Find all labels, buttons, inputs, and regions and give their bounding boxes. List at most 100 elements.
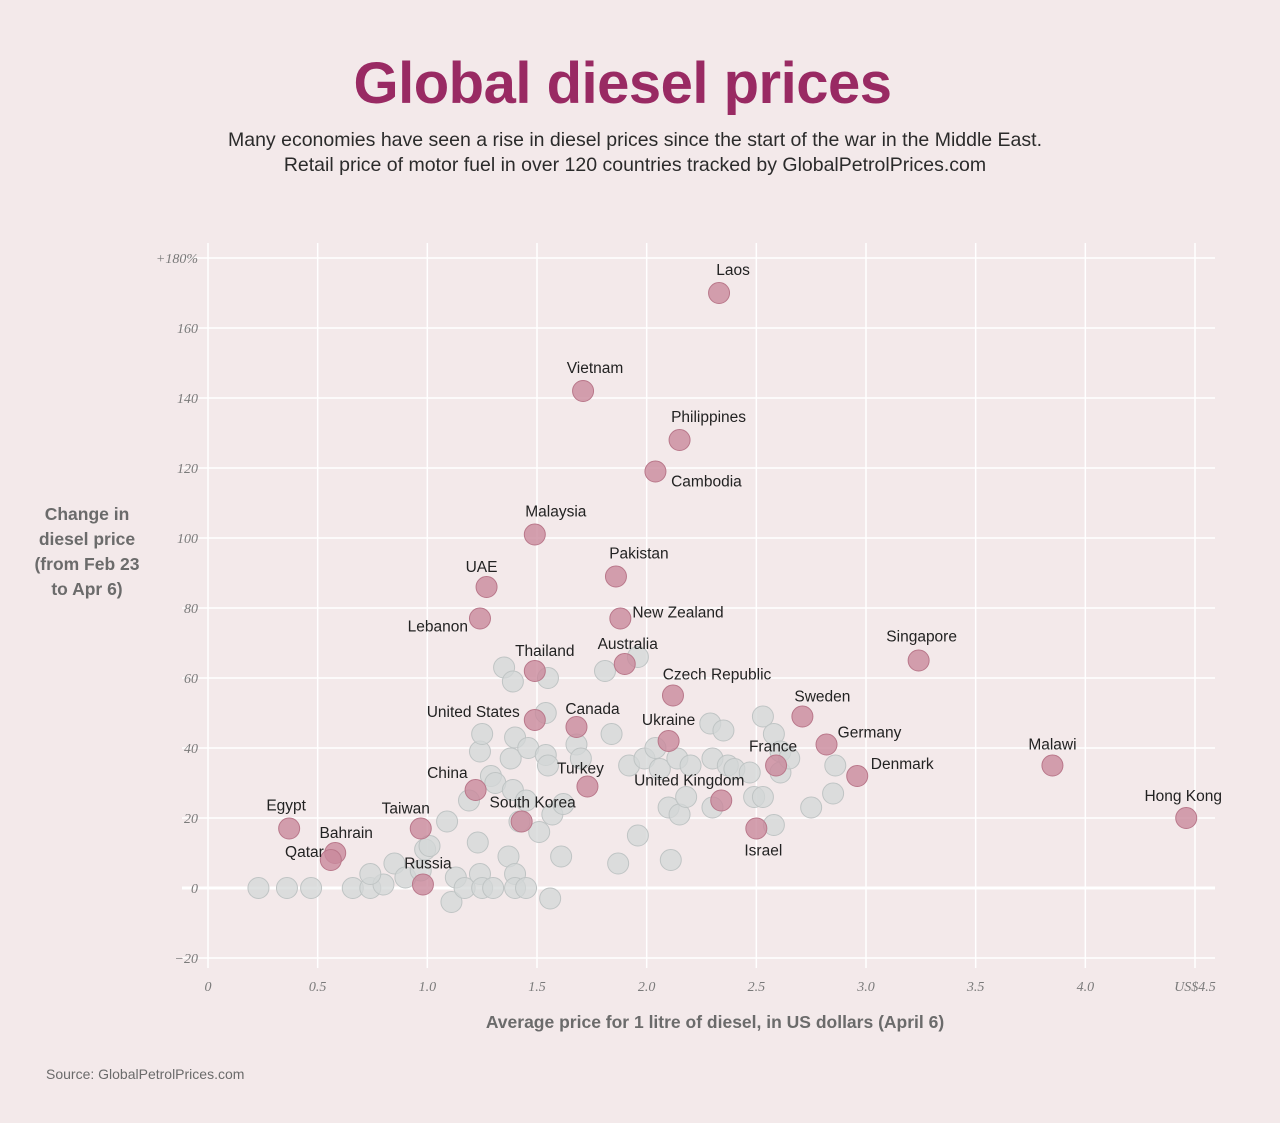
x-tick-label: 4.0 — [1077, 980, 1095, 995]
country-label: Denmark — [871, 756, 934, 773]
highlighted-country-point — [565, 716, 588, 738]
highlighted-country-point — [464, 779, 487, 801]
country-point — [536, 754, 559, 777]
highlighted-country-point — [815, 733, 838, 756]
country-label: Hong Kong — [1144, 788, 1222, 805]
country-point — [824, 754, 847, 777]
highlighted-country-point — [523, 660, 546, 682]
x-tick-label: 0 — [205, 980, 212, 995]
country-point — [550, 845, 573, 868]
country-point — [738, 761, 761, 784]
highlighted-country-point — [278, 817, 301, 840]
y-tick-label: 80 — [184, 602, 198, 617]
x-axis-label: Average price for 1 litre of diesel, in … — [485, 1012, 945, 1032]
country-point — [515, 789, 538, 812]
country-point — [800, 796, 823, 819]
highlighted-country-point — [319, 849, 342, 871]
highlighted-country-point — [523, 523, 546, 546]
x-tick-label: 2.0 — [638, 980, 656, 995]
country-label: United States — [427, 704, 520, 721]
highlighted-country-point — [661, 684, 684, 707]
country-point — [648, 758, 671, 780]
country-point — [600, 723, 623, 745]
highlighted-country-point — [708, 282, 731, 304]
country-label: Bahrain — [319, 825, 372, 842]
highlighted-country-point — [468, 607, 491, 630]
subtitle-line-1: Many economies have seen a rise in diese… — [228, 129, 1042, 151]
country-label: Laos — [716, 262, 750, 279]
y-axis-label-line: Change in — [44, 504, 130, 524]
country-label: Australia — [598, 636, 659, 653]
y-tick-label: 0 — [191, 882, 198, 897]
country-point — [436, 810, 459, 833]
highlighted-country-point — [846, 765, 869, 787]
country-label: Lebanon — [408, 619, 468, 636]
x-tick-label: 1.5 — [528, 980, 546, 995]
highlighted-country-point — [644, 460, 667, 483]
highlighted-country-point — [576, 775, 599, 798]
country-label: Pakistan — [609, 546, 668, 563]
highlighted-country-point — [765, 754, 788, 777]
country-label: Thailand — [515, 643, 574, 660]
highlighted-country-point — [710, 789, 733, 812]
country-point — [569, 747, 592, 770]
highlighted-country-point — [411, 873, 434, 896]
x-tick-label: 3.0 — [856, 980, 875, 995]
country-label: UAE — [466, 559, 498, 576]
country-point — [501, 670, 524, 693]
subtitle-line-2: Retail price of motor fuel in over 120 c… — [283, 154, 987, 176]
country-point — [675, 786, 698, 808]
country-label: United Kingdom — [634, 773, 744, 790]
x-tick-label: 3.5 — [966, 980, 985, 995]
highlighted-country-point — [791, 705, 814, 728]
country-point — [822, 782, 845, 805]
y-tick-label: 40 — [184, 742, 198, 757]
highlighted-country-point — [604, 565, 627, 588]
country-label: France — [749, 739, 797, 756]
country-label: Russia — [404, 856, 452, 873]
country-label: South Korea — [490, 795, 577, 812]
x-tick-label: 1.0 — [419, 980, 437, 995]
country-point — [626, 824, 649, 847]
source-note: Source: GlobalPetrolPrices.com — [46, 1066, 245, 1082]
highlighted-country-point — [1041, 754, 1064, 777]
country-point — [440, 891, 463, 913]
highlighted-country-point — [409, 817, 432, 840]
country-label: Singapore — [886, 629, 957, 646]
x-tick-label: US$4.5 — [1174, 980, 1216, 995]
y-axis-label-line: (from Feb 23 — [34, 554, 140, 574]
highlighted-country-point — [523, 709, 546, 731]
y-tick-label: 60 — [184, 672, 198, 687]
x-tick-label: 2.5 — [748, 980, 766, 995]
country-point — [418, 835, 441, 857]
country-point — [300, 877, 323, 899]
country-label: Philippines — [671, 409, 746, 426]
country-label: China — [427, 765, 468, 782]
country-point — [482, 877, 505, 899]
y-tick-label: 160 — [177, 322, 198, 337]
country-point — [528, 821, 551, 843]
country-point — [751, 705, 774, 728]
country-label: Israel — [744, 843, 782, 860]
y-tick-label: 140 — [177, 392, 198, 407]
y-tick-label: −20 — [175, 952, 198, 967]
country-point — [593, 660, 616, 682]
country-point — [515, 877, 538, 899]
country-label: Egypt — [266, 798, 306, 815]
country-point — [607, 852, 630, 875]
country-point — [471, 723, 494, 745]
country-label: New Zealand — [632, 605, 723, 622]
y-tick-label: 20 — [184, 812, 198, 827]
country-point — [539, 887, 562, 910]
highlighted-country-point — [657, 730, 680, 752]
country-point — [466, 831, 489, 854]
y-tick-label: 120 — [177, 462, 198, 477]
country-point — [751, 786, 774, 808]
y-axis-label: Change in diesel price (from Feb 23 to A… — [24, 502, 150, 602]
highlighted-country-point — [668, 429, 691, 451]
highlighted-country-point — [475, 576, 498, 598]
x-tick-label: 0.5 — [309, 980, 327, 995]
y-tick-label: +180% — [156, 252, 198, 267]
country-point — [275, 877, 298, 899]
